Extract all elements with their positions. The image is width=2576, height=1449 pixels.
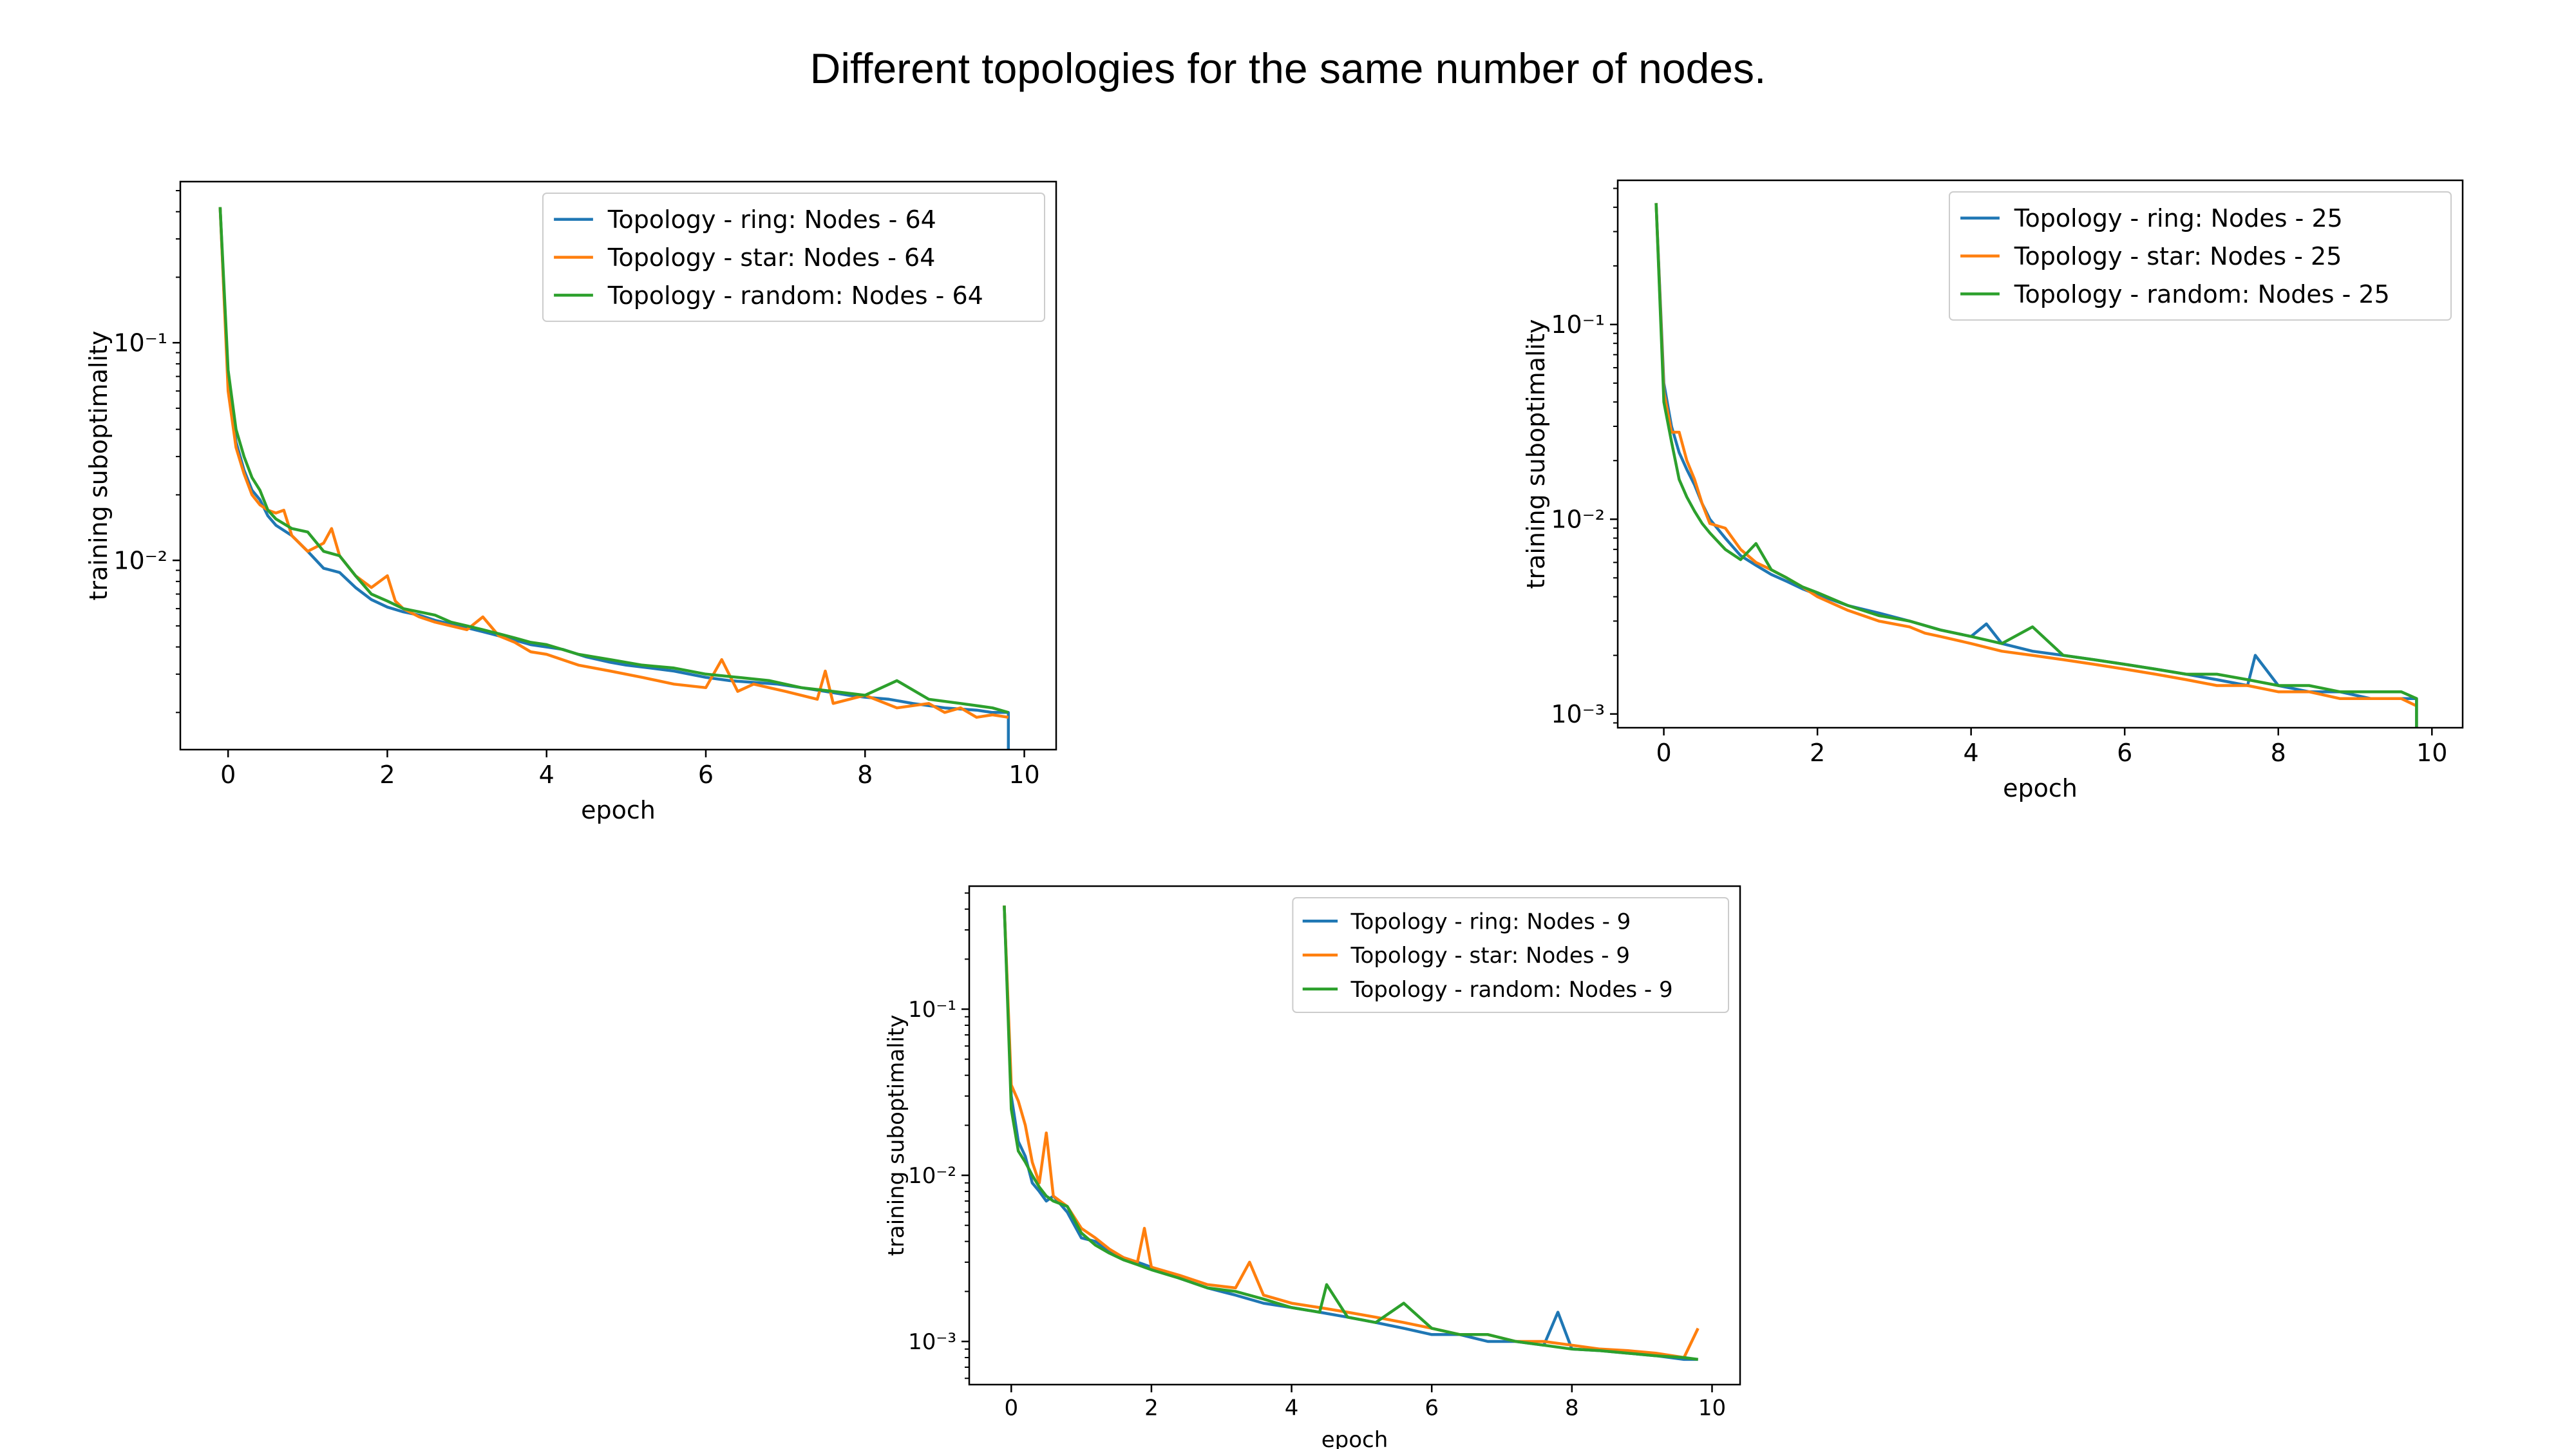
legend-box: [1949, 191, 2452, 321]
legend-label: Topology - star: Nodes - 25: [2014, 242, 2342, 270]
y-axis-label: training suboptimality: [84, 331, 113, 601]
series-line-star: [1003, 905, 1700, 1359]
legend-label: Topology - star: Nodes - 64: [607, 243, 936, 272]
x-tick-label: 4: [1964, 739, 1979, 767]
y-tick-label: 10⁻²: [113, 546, 167, 574]
plot-lines: [218, 207, 1010, 750]
x-tick-label: 6: [698, 761, 714, 789]
y-tick-label: 10⁻²: [1551, 506, 1605, 534]
x-tick-label: 8: [1565, 1396, 1579, 1421]
x-tick-label: 10: [2416, 739, 2447, 767]
legend-box: [1292, 897, 1729, 1013]
y-tick-label: 10⁻¹: [908, 997, 956, 1023]
y-axis-label: training suboptimality: [884, 1015, 909, 1256]
legend-label: Topology - star: Nodes - 9: [1350, 943, 1631, 969]
plot-frame: [968, 885, 1741, 1386]
x-tick-label: 8: [2271, 739, 2286, 767]
legend-label: Topology - ring: Nodes - 64: [607, 205, 936, 234]
legend-label: Topology - random: Nodes - 9: [1350, 977, 1673, 1003]
series-line-random: [218, 207, 1009, 714]
x-axis-label: epoch: [1321, 1427, 1388, 1449]
plot-frame: [1616, 179, 2464, 729]
legend: Topology - ring: Nodes - 64 Topology - st…: [542, 193, 1045, 322]
y-tick-label: 10⁻³: [908, 1329, 956, 1355]
x-tick-label: 2: [1810, 739, 1825, 767]
plot-lines: [1654, 203, 2418, 728]
x-axis-label: epoch: [2003, 774, 2078, 802]
plot-frame: [179, 180, 1057, 751]
x-tick-label: 0: [1004, 1396, 1018, 1421]
x-tick-label: 0: [220, 761, 236, 789]
legend-label: Topology - ring: Nodes - 25: [2014, 204, 2343, 232]
legend-box: [542, 193, 1045, 322]
x-tick-label: 0: [1656, 739, 1671, 767]
legend: Topology - ring: Nodes - 25 Topology - st…: [1949, 191, 2452, 321]
series-line-random: [1003, 905, 1698, 1361]
x-tick-label: 4: [1285, 1396, 1299, 1421]
x-tick-label: 2: [1144, 1396, 1159, 1421]
series-line-ring: [1003, 905, 1698, 1361]
series-line-star: [218, 207, 1009, 719]
y-axis-label: training suboptimality: [1522, 319, 1550, 589]
x-axis-label: epoch: [581, 796, 656, 824]
legend-label: Topology - random: Nodes - 64: [607, 281, 983, 310]
x-tick-label: 6: [2117, 739, 2132, 767]
x-tick-label: 10: [1698, 1396, 1726, 1421]
x-tick-label: 10: [1009, 761, 1039, 789]
x-tick-label: 8: [857, 761, 873, 789]
y-tick-label: 10⁻¹: [113, 328, 167, 357]
x-tick-label: 4: [539, 761, 554, 789]
series-line-star: [1654, 203, 2418, 708]
y-tick-label: 10⁻²: [908, 1163, 956, 1189]
legend-label: Topology - ring: Nodes - 9: [1350, 909, 1631, 935]
x-tick-label: 2: [379, 761, 395, 789]
x-tick-label: 6: [1425, 1396, 1439, 1421]
y-tick-label: 10⁻³: [1551, 700, 1605, 728]
plot-lines: [1003, 905, 1700, 1361]
legend: Topology - ring: Nodes - 9 Topology - sta…: [1292, 897, 1729, 1013]
page-title: Different topologies for the same number…: [810, 44, 1766, 92]
series-line-random: [1654, 203, 2418, 728]
y-tick-label: 10⁻¹: [1551, 310, 1605, 339]
legend-label: Topology - random: Nodes - 25: [2014, 280, 2390, 308]
